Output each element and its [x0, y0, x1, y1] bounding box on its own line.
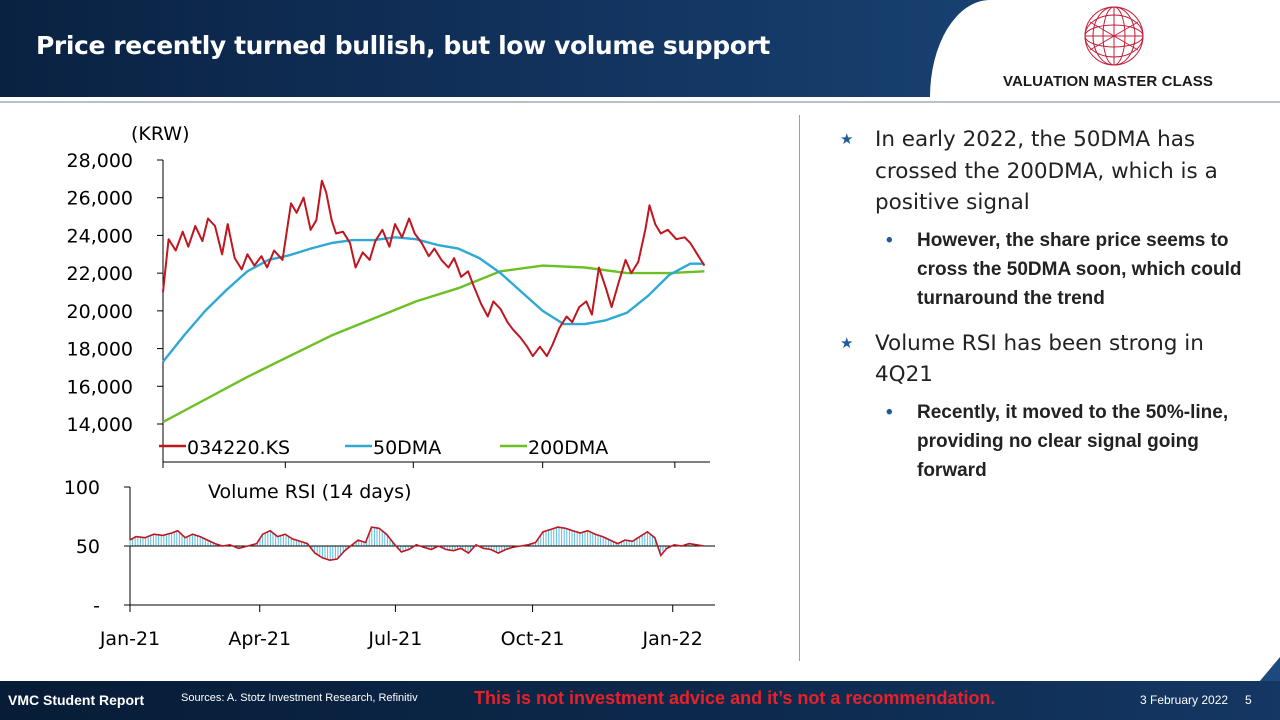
price-y-tick-label: 18,000: [67, 339, 133, 361]
bullet-text: Volume RSI has been strong in 4Q21: [875, 330, 1204, 388]
x-tick-label: Apr-21: [228, 628, 291, 650]
rsi-y-tick-label: 100: [64, 477, 100, 499]
bullet-sub: • Recently, it moved to the 50%-line, pr…: [838, 398, 1258, 485]
rsi-y-tick-label: 50: [76, 536, 100, 558]
price-y-tick-label: 22,000: [67, 263, 133, 285]
x-tick-label: Jul-21: [367, 628, 422, 650]
dot-bullet-icon: •: [886, 401, 893, 423]
slide-title: Price recently turned bullish, but low v…: [36, 31, 770, 60]
legend-label-200dma: 200DMA: [528, 437, 608, 459]
globe-logo-icon: [1084, 6, 1144, 66]
commentary: ★ In early 2022, the 50DMA has crossed t…: [838, 124, 1258, 485]
bullet-main: ★ Volume RSI has been strong in 4Q21: [838, 328, 1258, 391]
series-line-50dma: [162, 236, 705, 363]
bullet-subtext: However, the share price seems to cross …: [917, 229, 1242, 309]
footer-date: 3 February 2022: [1140, 693, 1229, 707]
header-divider: [0, 101, 1280, 103]
star-bullet-icon: ★: [840, 130, 854, 148]
price-y-tick-label: 26,000: [67, 188, 133, 210]
x-tick-label: Oct-21: [501, 628, 565, 650]
price-y-tick-label: 24,000: [67, 225, 133, 247]
series-line-034220-ks: [162, 179, 706, 358]
rsi-y-tick-label: -: [93, 595, 100, 617]
y-axis-unit-label: (KRW): [131, 123, 190, 145]
footer-source: Sources: A. Stotz Investment Research, R…: [181, 692, 418, 704]
price-y-tick-label: 20,000: [67, 301, 133, 323]
x-tick-label: Jan-21: [99, 628, 160, 650]
bullet-subtext: Recently, it moved to the 50%-line, prov…: [917, 401, 1229, 481]
bullet-main: ★ In early 2022, the 50DMA has crossed t…: [838, 124, 1258, 219]
series-line-200dma: [162, 264, 705, 424]
rsi-chart-title: Volume RSI (14 days): [208, 481, 412, 503]
footer-bar: VMC Student Report Sources: A. Stotz Inv…: [0, 681, 1280, 720]
logo-wordmark: VALUATION MASTER CLASS: [1003, 73, 1213, 90]
chart-legend: 034220.KS 50DMA 200DMA: [159, 437, 608, 459]
price-y-tick-label: 28,000: [67, 150, 133, 172]
price-y-tick-label: 16,000: [67, 376, 133, 398]
bullet-text: In early 2022, the 50DMA has crossed the…: [875, 127, 1218, 215]
bullet-sub: • However, the share price seems to cros…: [838, 226, 1258, 313]
star-bullet-icon: ★: [840, 333, 854, 352]
vertical-divider: [799, 115, 800, 661]
dot-bullet-icon: •: [886, 229, 893, 251]
price-chart: (KRW) 28,000 26,000 24,000 22,000 20,000 18,0…: [64, 123, 715, 650]
rsi-line: [129, 526, 705, 562]
page-number: 5: [1245, 693, 1252, 707]
footer-disclaimer: This is not investment advice and it’s n…: [474, 688, 996, 708]
footer-brand: VMC Student Report: [8, 692, 145, 708]
x-tick-label: Jan-22: [642, 628, 703, 650]
price-y-tick-label: 14,000: [67, 414, 133, 436]
legend-label-50dma: 50DMA: [373, 437, 441, 459]
legend-label-price: 034220.KS: [187, 437, 290, 459]
